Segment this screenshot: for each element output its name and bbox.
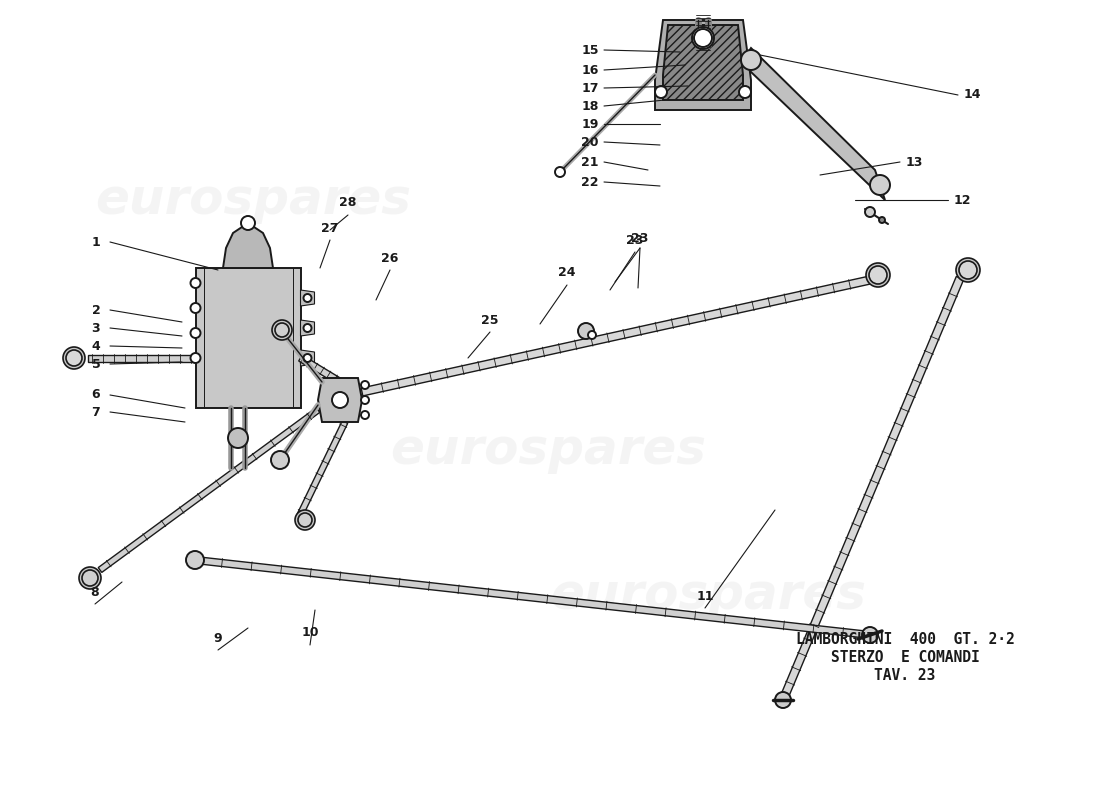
Polygon shape: [361, 276, 871, 396]
Circle shape: [295, 510, 315, 530]
Text: 4: 4: [91, 339, 100, 353]
Text: 21: 21: [581, 155, 598, 169]
Polygon shape: [297, 421, 348, 516]
Circle shape: [879, 217, 886, 223]
Circle shape: [865, 207, 874, 217]
Text: 1: 1: [91, 235, 100, 249]
Circle shape: [959, 261, 977, 279]
Circle shape: [271, 451, 289, 469]
Circle shape: [63, 347, 85, 369]
Circle shape: [190, 303, 200, 313]
Text: 27: 27: [321, 222, 339, 234]
Text: 2: 2: [91, 303, 100, 317]
Polygon shape: [663, 25, 742, 100]
Text: 20: 20: [581, 135, 598, 149]
Text: LAMBORGHINI  400  GT. 2·2: LAMBORGHINI 400 GT. 2·2: [795, 633, 1014, 647]
Circle shape: [556, 167, 565, 177]
Circle shape: [361, 381, 368, 389]
Circle shape: [82, 570, 98, 586]
Polygon shape: [223, 223, 273, 268]
Circle shape: [228, 428, 248, 448]
Circle shape: [186, 551, 204, 569]
Text: STERZO  E COMANDI: STERZO E COMANDI: [830, 650, 979, 666]
Circle shape: [956, 258, 980, 282]
Polygon shape: [88, 354, 196, 362]
Text: 22: 22: [581, 175, 598, 189]
Polygon shape: [318, 378, 362, 422]
Polygon shape: [779, 277, 964, 702]
Circle shape: [304, 354, 311, 362]
Text: eurospares: eurospares: [550, 571, 866, 619]
Circle shape: [66, 350, 82, 366]
Text: 16: 16: [581, 63, 598, 77]
Text: 14: 14: [964, 89, 981, 102]
Text: 17: 17: [581, 82, 598, 94]
Circle shape: [694, 29, 712, 47]
Text: 26: 26: [382, 251, 398, 265]
Text: eurospares: eurospares: [390, 426, 706, 474]
Circle shape: [870, 175, 890, 195]
Circle shape: [578, 323, 594, 339]
Text: 5: 5: [91, 358, 100, 370]
Circle shape: [298, 513, 312, 527]
Polygon shape: [195, 557, 870, 638]
Circle shape: [304, 324, 311, 332]
Circle shape: [304, 294, 311, 302]
Text: eurospares: eurospares: [95, 176, 411, 224]
Text: 13: 13: [905, 155, 923, 169]
Text: 25: 25: [482, 314, 498, 326]
Circle shape: [776, 692, 791, 708]
Circle shape: [866, 263, 890, 287]
Polygon shape: [196, 268, 300, 408]
Circle shape: [241, 216, 255, 230]
Circle shape: [739, 86, 751, 98]
Circle shape: [654, 86, 667, 98]
Polygon shape: [742, 48, 886, 200]
Polygon shape: [300, 320, 315, 336]
Circle shape: [190, 328, 200, 338]
Text: 19: 19: [581, 118, 598, 130]
Polygon shape: [299, 355, 352, 391]
Text: 23: 23: [631, 231, 649, 245]
Polygon shape: [654, 20, 751, 110]
Text: 10: 10: [301, 626, 319, 639]
Circle shape: [190, 278, 200, 288]
Polygon shape: [300, 290, 315, 306]
Text: 7: 7: [91, 406, 100, 418]
Text: 15: 15: [581, 43, 598, 57]
Circle shape: [869, 266, 887, 284]
Circle shape: [272, 320, 292, 340]
Text: 6: 6: [91, 389, 100, 402]
Circle shape: [190, 353, 200, 363]
Text: 11: 11: [696, 590, 714, 602]
Text: 18: 18: [581, 99, 598, 113]
Circle shape: [862, 627, 878, 643]
Text: 3: 3: [91, 322, 100, 334]
Text: TAV. 23: TAV. 23: [874, 669, 936, 683]
Text: 9: 9: [213, 631, 222, 645]
Circle shape: [361, 396, 368, 404]
Circle shape: [275, 323, 289, 337]
Circle shape: [588, 331, 596, 339]
Polygon shape: [98, 407, 320, 573]
Circle shape: [332, 392, 348, 408]
Polygon shape: [300, 350, 315, 366]
Text: 28: 28: [339, 197, 356, 210]
Circle shape: [741, 50, 761, 70]
Circle shape: [79, 567, 101, 589]
Text: 8: 8: [90, 586, 99, 598]
Circle shape: [692, 27, 714, 49]
Text: 24: 24: [558, 266, 575, 279]
Text: 12: 12: [954, 194, 970, 206]
Circle shape: [361, 411, 368, 419]
Text: 23: 23: [626, 234, 644, 246]
